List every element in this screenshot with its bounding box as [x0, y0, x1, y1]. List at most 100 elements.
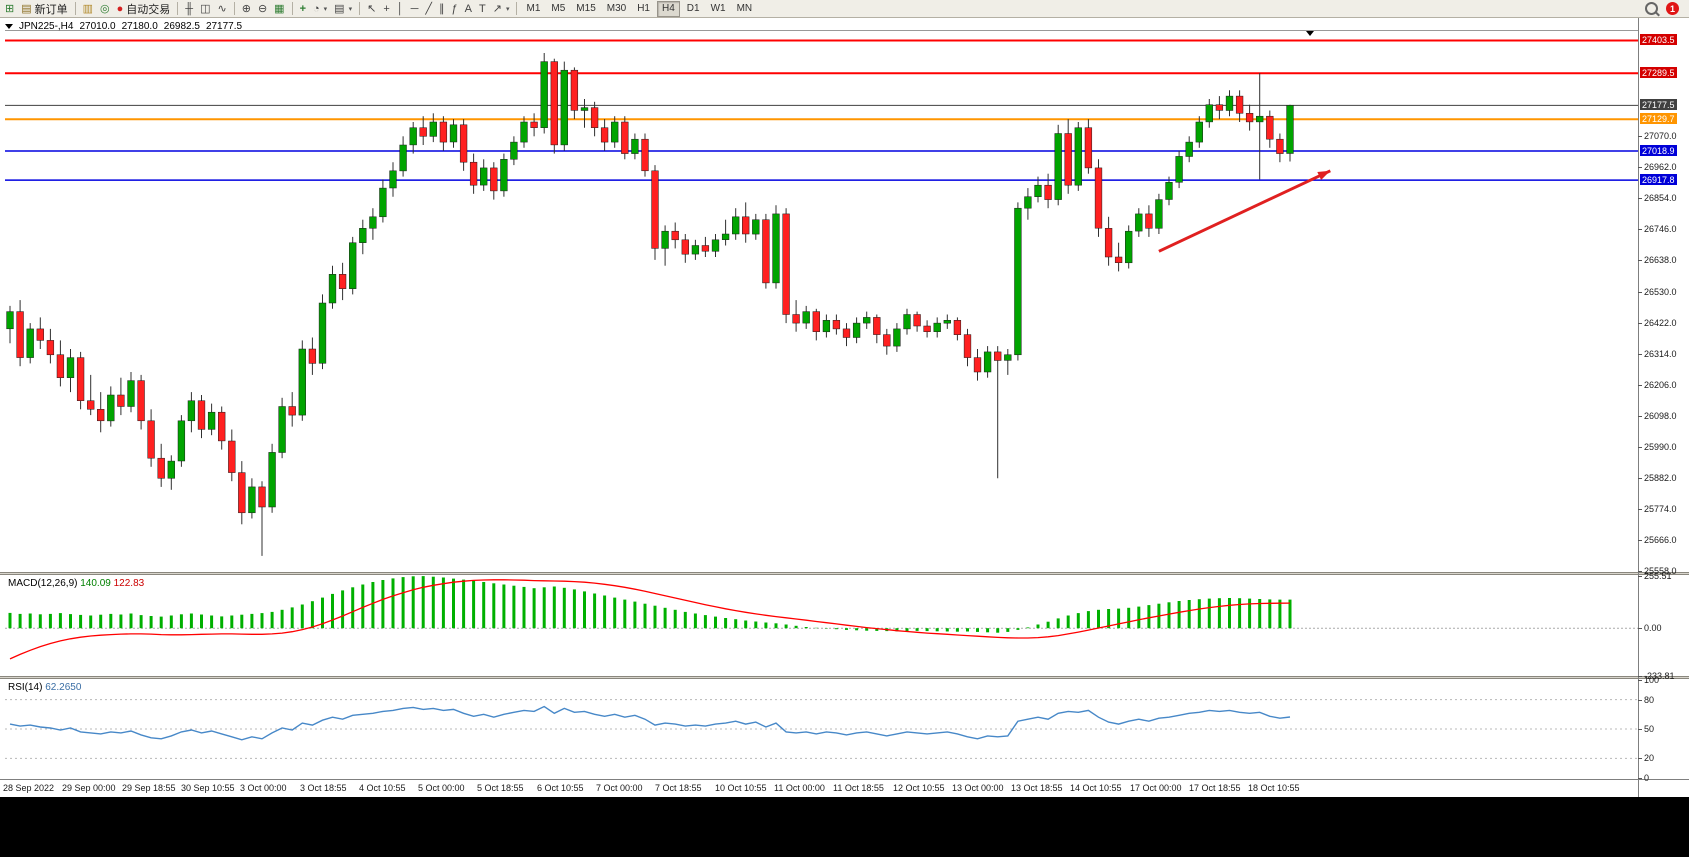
price-axis-label: 0.00 — [1644, 623, 1662, 633]
time-axis-label: 12 Oct 10:55 — [893, 783, 945, 793]
fibonacci-icon: ƒ — [451, 2, 458, 15]
timeframe-m1-button[interactable]: M1 — [526, 3, 541, 14]
timeframe-h1-button[interactable]: H1 — [637, 3, 650, 14]
trendline-button[interactable]: ╱ — [422, 1, 435, 17]
price-axis-label: 50 — [1644, 724, 1655, 734]
toolbar-items: ⊞ ▤ 新订单 ▥ ◎ ● 自动交易 ╫ ◫ ∿ ⊕ ⊖ ▦ + ◔ ▾ ▤ ▾ ↖ + │ ─ ╱ ∥ ƒ A T ↗ ▾ M1 M5 M1… — [2, 0, 757, 17]
time-axis-label: 5 Oct 00:00 — [418, 783, 465, 793]
vertical-line-button[interactable]: │ — [394, 1, 407, 17]
auto-trading-button[interactable]: ● 自动交易 — [114, 1, 174, 17]
timeframe-w1-button[interactable]: W1 — [710, 3, 726, 14]
price-axis-label: 26098.0 — [1644, 411, 1677, 421]
collapse-icon[interactable] — [5, 24, 13, 29]
panel-resize-bar[interactable] — [0, 572, 1689, 575]
price-level-badge: 27289.5 — [1640, 67, 1677, 78]
time-axis-label: 28 Sep 2022 — [3, 783, 55, 793]
candlestick-chart-button[interactable]: ◫ — [197, 1, 213, 17]
bar-chart-button[interactable]: ╫ — [182, 1, 196, 17]
time-axis-label: 5 Oct 18:55 — [477, 783, 524, 793]
panel-resize-bar[interactable] — [0, 676, 1689, 679]
search-icon[interactable] — [1645, 2, 1658, 15]
horizontal-line-button[interactable]: ─ — [408, 1, 422, 17]
new-order-icon: ▤ — [21, 2, 32, 15]
chart-title-bar: JPN225-,H4 27010.0 27180.0 26982.5 27177… — [5, 21, 242, 32]
strategy-tester-button[interactable]: ◎ — [97, 1, 113, 17]
macd-signal-value: 122.83 — [113, 578, 145, 589]
line-chart-icon: ∿ — [217, 2, 227, 15]
cursor-icon: ↖ — [367, 2, 377, 15]
macd-panel[interactable] — [5, 576, 1638, 676]
price-axis-label: 25882.0 — [1644, 473, 1677, 483]
timeframe-mn-button[interactable]: MN — [736, 3, 753, 14]
time-axis-label: 3 Oct 00:00 — [240, 783, 287, 793]
fibonacci-button[interactable]: ƒ — [449, 1, 461, 17]
rsi-value: 62.2650 — [45, 682, 82, 693]
time-axis: 28 Sep 2022 29 Sep 00:00 29 Sep 18:55 30 Se… — [0, 779, 1689, 797]
crosshair-icon: + — [383, 2, 390, 15]
crosshair-button[interactable]: + — [380, 1, 392, 17]
toolbar-separator — [177, 2, 179, 15]
channel-icon: ∥ — [439, 2, 445, 15]
time-axis-label: 13 Oct 00:00 — [952, 783, 1004, 793]
timeframe-m5-button[interactable]: M5 — [551, 3, 566, 14]
candlestick-chart-icon: ◫ — [200, 2, 211, 15]
zoom-out-icon: ⊖ — [257, 2, 268, 15]
bar-chart-icon: ╫ — [185, 2, 194, 15]
arrows-button[interactable]: ↗ ▾ — [490, 1, 513, 17]
time-axis-label: 3 Oct 18:55 — [300, 783, 347, 793]
templates-button[interactable]: ▤ ▾ — [331, 1, 355, 17]
chart-shift-marker[interactable] — [1306, 23, 1314, 41]
dropdown-arrow-icon: ▾ — [348, 5, 353, 13]
chart-open-value: 27010.0 — [79, 21, 116, 32]
vertical-line-icon: │ — [396, 2, 404, 15]
horizontal-line-icon: ─ — [410, 2, 419, 15]
zoom-in-button[interactable]: ⊕ — [239, 1, 254, 17]
channel-button[interactable]: ∥ — [436, 1, 448, 17]
text-label-button[interactable]: T — [476, 1, 489, 17]
price-axis-label: 25990.0 — [1644, 442, 1677, 452]
price-level-badge: 27018.9 — [1640, 145, 1677, 156]
arrows-icon: ↗ — [492, 2, 502, 15]
price-level-badge: 27177.5 — [1640, 99, 1677, 110]
time-axis-label: 29 Sep 18:55 — [122, 783, 176, 793]
new-order-button[interactable]: ▤ 新订单 — [18, 1, 70, 17]
timeframe-m15-button[interactable]: M15 — [576, 3, 596, 14]
cursor-button[interactable]: ↖ — [364, 1, 379, 17]
templates-icon: ▤ — [334, 2, 345, 15]
tile-windows-button[interactable]: ▦ — [271, 1, 287, 17]
text-button[interactable]: A — [462, 1, 475, 17]
price-axis-border — [1638, 18, 1639, 797]
new-chart-button[interactable]: ⊞ — [2, 1, 17, 17]
time-axis-label: 4 Oct 10:55 — [359, 783, 406, 793]
text-label-icon: T — [479, 2, 486, 15]
dropdown-arrow-icon: ▾ — [323, 5, 328, 13]
indicators-button[interactable]: + — [297, 1, 309, 17]
price-axis-label: 25774.0 — [1644, 504, 1677, 514]
chart-low-value: 26982.5 — [163, 21, 200, 32]
new-chart-icon: ⊞ — [5, 2, 15, 15]
price-axis-label: 26854.0 — [1644, 193, 1677, 203]
periods-button[interactable]: ◔ ▾ — [310, 1, 330, 17]
timeframe-d1-button[interactable]: D1 — [686, 3, 700, 14]
shift-triangle-icon — [1306, 31, 1314, 36]
time-axis-label: 7 Oct 00:00 — [596, 783, 643, 793]
bottom-bar — [0, 797, 1689, 857]
toolbar-separator — [74, 2, 76, 15]
price-level-badge: 26917.8 — [1640, 174, 1677, 185]
line-chart-button[interactable]: ∿ — [215, 1, 230, 17]
time-axis-label: 13 Oct 18:55 — [1011, 783, 1063, 793]
zoom-out-button[interactable]: ⊖ — [255, 1, 270, 17]
dropdown-arrow-icon: ▾ — [505, 5, 510, 13]
timeframe-m30-button[interactable]: M30 — [606, 3, 627, 14]
price-axis-label: 25666.0 — [1644, 535, 1677, 545]
rsi-panel[interactable] — [5, 680, 1638, 778]
toolbar-right: 1 — [1645, 2, 1687, 15]
notification-badge[interactable]: 1 — [1666, 2, 1679, 15]
toolbar-separator — [291, 2, 293, 15]
market-watch-button[interactable]: ▥ — [80, 1, 96, 17]
price-chart[interactable] — [5, 30, 1638, 572]
timeframe-h4-button[interactable]: H4 — [657, 0, 680, 17]
zoom-in-icon: ⊕ — [241, 2, 251, 15]
time-axis-label: 14 Oct 10:55 — [1070, 783, 1122, 793]
